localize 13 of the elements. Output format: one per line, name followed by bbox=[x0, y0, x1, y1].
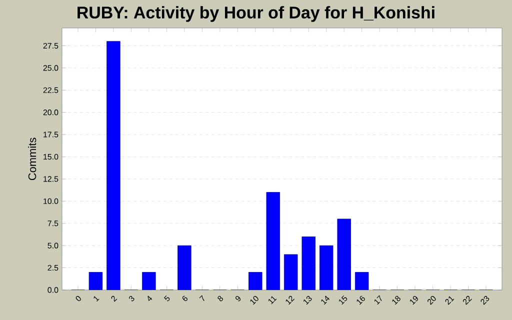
chart-title: RUBY: Activity by Hour of Day for H_Konishi bbox=[78, 6, 434, 22]
bar bbox=[88, 272, 103, 290]
bar bbox=[106, 41, 120, 290]
bar bbox=[142, 272, 156, 290]
bar bbox=[337, 218, 351, 290]
bar bbox=[320, 245, 334, 290]
bar bbox=[266, 192, 280, 290]
bar bbox=[248, 272, 262, 290]
bar bbox=[354, 272, 369, 290]
bar bbox=[284, 254, 298, 290]
bar bbox=[178, 245, 192, 290]
bar bbox=[302, 236, 316, 290]
y-axis-title: Commits bbox=[28, 138, 36, 180]
